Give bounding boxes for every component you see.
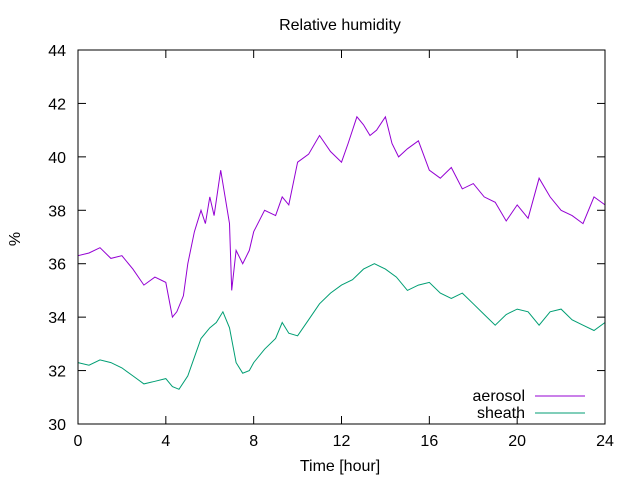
- series-layer: [77, 115, 606, 390]
- x-tick-label: 0: [74, 433, 83, 450]
- x-axis-label: Time [hour]: [300, 458, 380, 475]
- x-tick-label: 8: [249, 433, 258, 450]
- legend-label-aerosol: aerosol: [473, 388, 525, 405]
- y-tick-label: 42: [48, 96, 66, 113]
- y-tick-label: 30: [48, 417, 66, 434]
- series-line-aerosol: [77, 115, 606, 319]
- x-tick-label: 4: [161, 433, 170, 450]
- y-tick-label: 38: [48, 203, 66, 220]
- x-tick-label: 12: [333, 433, 351, 450]
- y-tick-label: 32: [48, 364, 66, 381]
- plot-frame: [77, 49, 606, 425]
- x-tick-label: 24: [596, 433, 614, 450]
- x-tick-label: 20: [508, 433, 526, 450]
- chart-title: Relative humidity: [279, 17, 401, 34]
- y-axis-label: %: [7, 232, 24, 246]
- legend: aerosol sheath: [473, 388, 585, 422]
- legend-label-sheath: sheath: [477, 405, 525, 422]
- y-tick-label: 44: [48, 43, 66, 60]
- y-tick-label: 40: [48, 150, 66, 167]
- series-line-sheath: [77, 263, 606, 390]
- ticks-layer: 0 4 8 12 16 20 24 30 32 34 36 38 40 42 44: [48, 43, 614, 450]
- y-tick-label: 34: [48, 310, 66, 327]
- x-tick-label: 16: [420, 433, 438, 450]
- y-tick-label: 36: [48, 257, 66, 274]
